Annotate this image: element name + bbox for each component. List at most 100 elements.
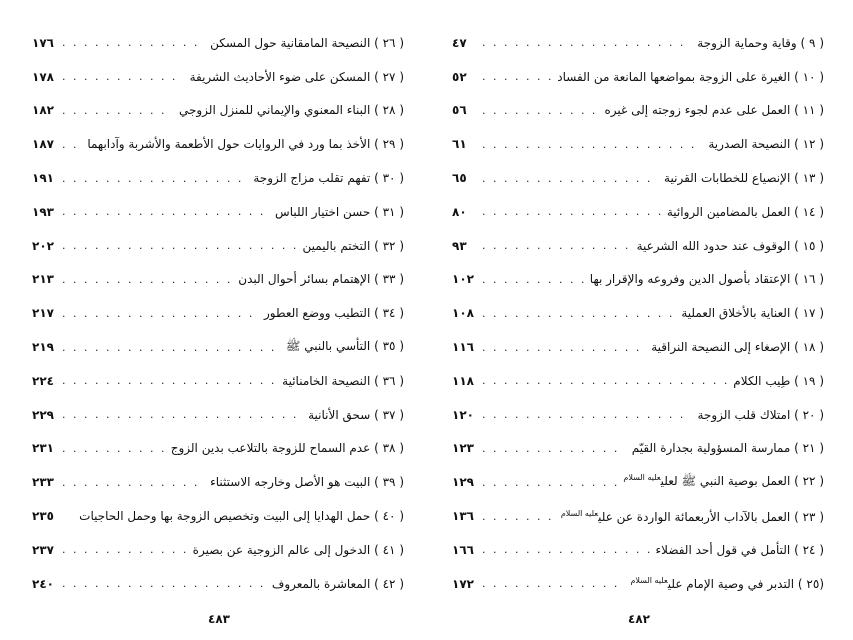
entry-text: التختم باليمين	[302, 238, 371, 253]
dot-leader	[482, 341, 645, 354]
entry-title: ( ٢٩ ) الأخذ بما ورد في الروايات حول الأ…	[81, 137, 404, 151]
entry-text: تفهم تقلب مزاج الزوجة	[253, 171, 371, 186]
entry-title: ( ١٢ ) النصيحة الصدرية	[702, 137, 824, 151]
entry-number: ( ١٢ )	[794, 137, 824, 152]
toc-entry: ( ٣٧ ) سحق الأنانية ٢٢٩	[32, 398, 404, 432]
entry-title: ( ٢٦ ) النصيحة المامقانية حول المسكن	[204, 36, 404, 50]
entry-title: ( ٢١ ) ممارسة المسؤولية بجدارة القيّم	[626, 441, 824, 455]
entry-page-number: ٢٠٢	[32, 238, 54, 253]
toc-entry: ( ٣٢ ) التختم باليمين ٢٠٢	[32, 229, 404, 263]
toc-entry: ( ٣٤ ) التطيب ووضع العطور ٢١٧	[32, 296, 404, 330]
toc-entry: ( ١٢ ) النصيحة الصدرية ٦١	[452, 127, 824, 161]
entry-text: الدخول إلى عالم الزوجية عن بصيرة	[192, 542, 371, 557]
dot-leader	[62, 36, 204, 49]
dot-leader	[62, 138, 81, 151]
entry-text: العمل بوصية النبي ﷺ لعلي	[660, 474, 791, 489]
entry-number: ( ٢٤ )	[794, 542, 824, 557]
toc-entry: ( ١٠ ) الغيرة على الزوجة بمواضعها المانع…	[452, 60, 824, 94]
entry-number: ( ١٤ )	[794, 204, 824, 219]
entry-title: ( ٢٧ ) المسكن على ضوء الأحاديث الشريفة	[184, 70, 404, 84]
entry-text: النصيحة الصدرية	[708, 137, 791, 152]
entry-title: ( ١٤ ) العمل بالمضامين الروائية	[661, 205, 824, 219]
entry-number: ( ٢٠ )	[794, 407, 824, 422]
entry-page-number: ١٢٩	[452, 475, 474, 490]
entry-title: ( ١١ ) العمل على عدم لجوء زوجته إلى غيره	[598, 103, 824, 117]
honorific: عليه السلام	[623, 473, 661, 483]
toc-entry: ( ١٦ ) الإعتقاد بأصول الدين وفروعه والإق…	[452, 263, 824, 297]
toc-entry: ( ٢٩ ) الأخذ بما ورد في الروايات حول الأ…	[32, 127, 404, 161]
entry-text: التدبر في وصية الإمام علي	[667, 577, 795, 592]
entry-page-number: ٢٢٩	[32, 407, 54, 422]
entry-number: ( ٢٦ )	[374, 35, 404, 50]
entry-number: ( ٣٨ )	[374, 441, 404, 456]
dot-leader	[482, 70, 551, 83]
entry-title: ( ٢٨ ) البناء المعنوي والإيماني للمنزل ا…	[173, 103, 404, 117]
entry-number: ( ١٩ )	[794, 373, 824, 388]
entry-page-number: ٨٠	[452, 204, 467, 219]
dot-leader	[482, 36, 691, 49]
toc-entry: ( ٣٥ ) التأسي بالنبي ﷺ ٢١٩	[32, 330, 404, 364]
entry-text: المسكن على ضوء الأحاديث الشريفة	[189, 69, 371, 84]
toc-entry: ( ١٣ ) الإنصياع للخطابات القرنية ٦٥	[452, 161, 824, 195]
entry-page-number: ٥٢	[452, 69, 467, 84]
entry-text: الإنصياع للخطابات القرنية	[664, 171, 791, 186]
entry-number: ( ٤٢ )	[374, 576, 404, 591]
toc-entry: ( ١٧ ) العناية بالأخلاق العملية ١٠٨	[452, 296, 824, 330]
entry-title: ( ٣٩ ) البيت هو الأصل وخارجه الاستثناء	[204, 475, 404, 489]
entry-number: ( ٣٦ )	[374, 373, 404, 388]
toc-entry: ( ٢٧ ) المسكن على ضوء الأحاديث الشريفة ١٧…	[32, 60, 404, 94]
entry-page-number: ٢١٩	[32, 340, 54, 355]
dot-leader	[62, 205, 269, 218]
entry-number: ( ٢٣ )	[794, 509, 824, 524]
entry-text: العمل بالمضامين الروائية	[666, 204, 791, 219]
entry-page-number: ١٩١	[32, 171, 54, 186]
entry-text: الإهتمام بسائر أحوال البدن	[238, 272, 371, 287]
dot-leader	[482, 104, 598, 117]
entry-number: ( ٤١ )	[374, 542, 404, 557]
entry-number: ( ٣٧ )	[374, 407, 404, 422]
entry-number: ( ٣٢ )	[374, 238, 404, 253]
entry-title: ( ٣٨ ) عدم السماح للزوجة بالتلاعب بدين ا…	[165, 441, 404, 455]
entry-text: العناية بالأخلاق العملية	[681, 306, 791, 321]
dot-leader	[62, 577, 266, 590]
entry-text: الغيرة على الزوجة بمواضعها المانعة من ال…	[557, 69, 791, 84]
entry-title: ( ١٩ ) طِيب الكلام	[727, 374, 824, 388]
entry-text: الإعتقاد بأصول الدين وفروعه والإقرار بها	[589, 272, 791, 287]
entry-text: امتلاك قلب الزوجة	[697, 407, 791, 422]
entry-number: ( ٢٨ )	[374, 103, 404, 118]
entry-text: التطيب ووضع العطور	[264, 306, 371, 321]
entry-page-number: ١٣٦	[452, 509, 474, 524]
dot-leader	[482, 172, 658, 185]
dot-leader	[62, 70, 184, 83]
entry-text: النصيحة المامقانية حول المسكن	[210, 35, 371, 50]
dot-leader	[62, 374, 276, 387]
entry-number: ( ٢٧ )	[374, 69, 404, 84]
entry-page-number: ١٨٧	[32, 137, 54, 152]
entry-page-number: ١٧٨	[32, 69, 54, 84]
entry-title: ( ١٥ ) الوقوف عند حدود الله الشرعية	[631, 239, 824, 253]
entry-text: حسن اختيار اللباس	[275, 204, 371, 219]
entry-text: سحق الأنانية	[308, 407, 371, 422]
entry-number: ( ١٧ )	[794, 306, 824, 321]
entry-text: التأسي بالنبي ﷺ	[285, 338, 371, 353]
toc-entry: ( ١١ ) العمل على عدم لجوء زوجته إلى غيره…	[452, 94, 824, 128]
dot-leader	[62, 307, 258, 320]
entry-page-number: ١٠٢	[452, 272, 474, 287]
entry-page-number: ١٢٣	[452, 441, 474, 456]
entry-text: البناء المعنوي والإيماني للمنزل الزوجي	[178, 103, 371, 118]
entry-page-number: ١٧٢	[452, 576, 474, 591]
toc-entry: ( ١٥ ) الوقوف عند حدود الله الشرعية ٩٣	[452, 229, 824, 263]
dot-leader	[482, 543, 650, 556]
entry-text: الإصغاء إلى النصيحة النراقية	[651, 340, 791, 355]
dot-leader	[482, 239, 631, 252]
entry-number: (٢٥ )	[797, 577, 824, 592]
dot-leader	[62, 543, 187, 556]
dot-leader	[482, 205, 661, 218]
dot-leader	[482, 442, 626, 455]
toc-entry: ( ٢٨ ) البناء المعنوي والإيماني للمنزل ا…	[32, 94, 404, 128]
entry-text: طِيب الكلام	[733, 373, 791, 388]
toc-entry: ( ٢٢ ) العمل بوصية النبي ﷺ لعليعليه السل…	[452, 465, 824, 499]
page-number-left: ٤٨٣	[208, 612, 230, 626]
entry-number: ( ٤٠ )	[374, 509, 404, 524]
entry-text: العمل على عدم لجوء زوجته إلى غيره	[604, 103, 791, 118]
